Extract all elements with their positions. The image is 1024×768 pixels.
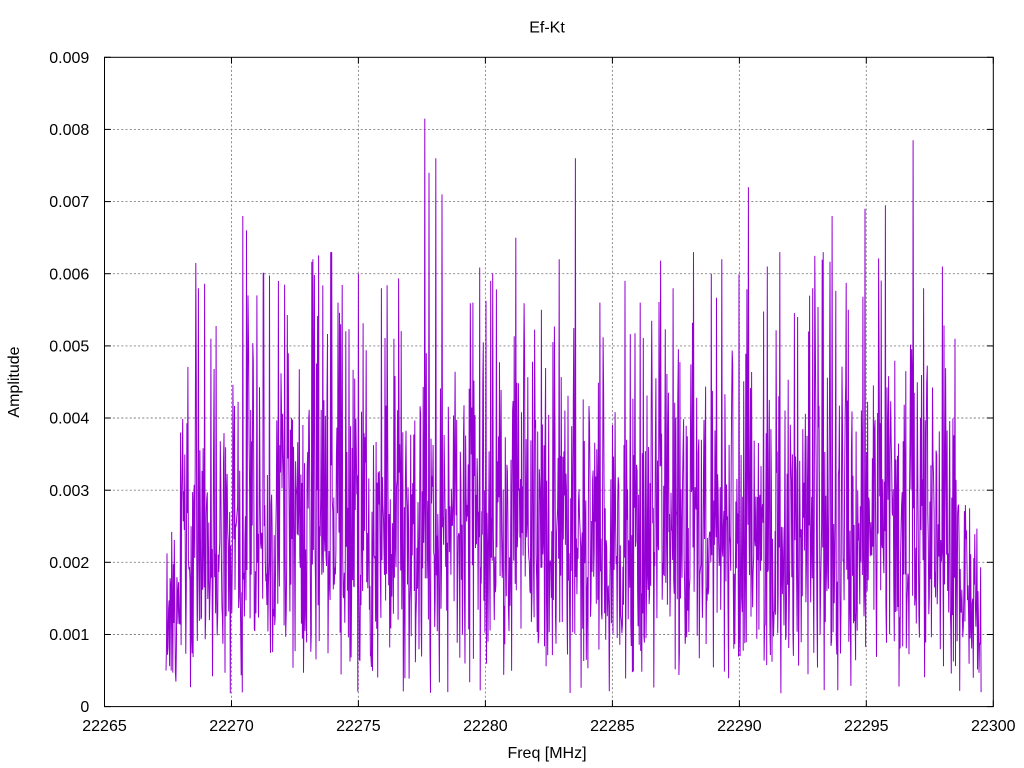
svg-text:22285: 22285 [590,718,635,735]
svg-text:0.003: 0.003 [49,483,89,500]
svg-text:0: 0 [80,699,89,716]
svg-text:0.009: 0.009 [49,50,89,67]
svg-text:Ef-Kt: Ef-Kt [529,20,565,37]
svg-text:22270: 22270 [209,718,254,735]
svg-text:0.001: 0.001 [49,627,89,644]
svg-text:0.006: 0.006 [49,266,89,283]
svg-text:Amplitude: Amplitude [6,346,23,417]
svg-text:Freq [MHz]: Freq [MHz] [507,745,586,762]
svg-text:0.002: 0.002 [49,555,89,572]
svg-text:22275: 22275 [336,718,381,735]
svg-text:22290: 22290 [717,718,762,735]
svg-text:22265: 22265 [82,718,127,735]
svg-text:0.008: 0.008 [49,122,89,139]
svg-text:22280: 22280 [463,718,508,735]
svg-text:0.004: 0.004 [49,411,89,428]
svg-text:22300: 22300 [971,718,1016,735]
svg-text:0.005: 0.005 [49,339,89,356]
svg-text:22295: 22295 [844,718,889,735]
svg-text:0.007: 0.007 [49,194,89,211]
